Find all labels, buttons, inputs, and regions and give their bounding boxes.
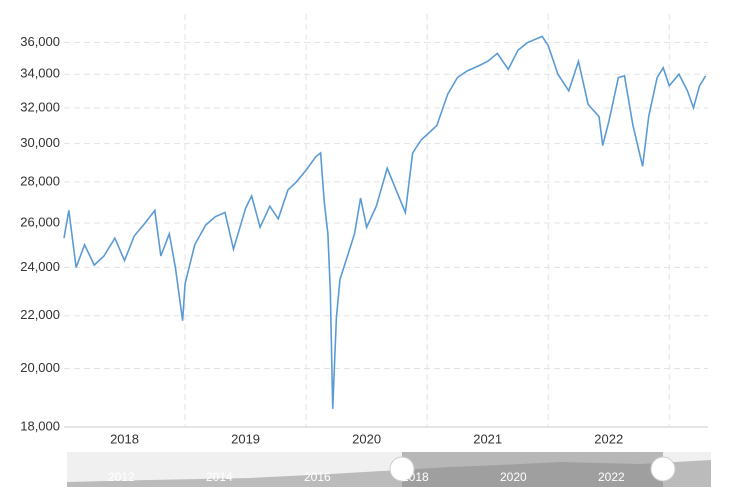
x-tick-label: 2021 xyxy=(473,431,502,446)
y-tick-label: 36,000 xyxy=(20,34,60,49)
navigator-handle[interactable] xyxy=(389,456,415,482)
y-tick-label: 30,000 xyxy=(20,135,60,150)
navigator-label: 2020 xyxy=(500,470,527,484)
x-tick-label: 2018 xyxy=(110,431,139,446)
data-line xyxy=(63,35,707,409)
x-tick-label: 2019 xyxy=(231,431,260,446)
navigator-label: 2022 xyxy=(598,470,625,484)
x-tick-label: 2022 xyxy=(594,431,623,446)
y-tick-label: 22,000 xyxy=(20,307,60,322)
y-tick-label: 18,000 xyxy=(20,418,60,433)
y-tick-label: 26,000 xyxy=(20,214,60,229)
navigator-label: 2012 xyxy=(108,470,135,484)
y-tick-label: 28,000 xyxy=(20,173,60,188)
y-tick-label: 20,000 xyxy=(20,360,60,375)
navigator[interactable]: 2012 2014 2016 2018 2020 2022 xyxy=(67,452,711,487)
x-tick-label: 2020 xyxy=(352,431,381,446)
navigator-label: 2016 xyxy=(304,470,331,484)
y-tick-label: 32,000 xyxy=(20,99,60,114)
navigator-handle[interactable] xyxy=(650,456,676,482)
navigator-selection[interactable] xyxy=(402,452,663,487)
y-tick-label: 34,000 xyxy=(20,66,60,81)
y-tick-label: 24,000 xyxy=(20,259,60,274)
navigator-label: 2018 xyxy=(402,470,429,484)
navigator-label: 2014 xyxy=(206,470,233,484)
